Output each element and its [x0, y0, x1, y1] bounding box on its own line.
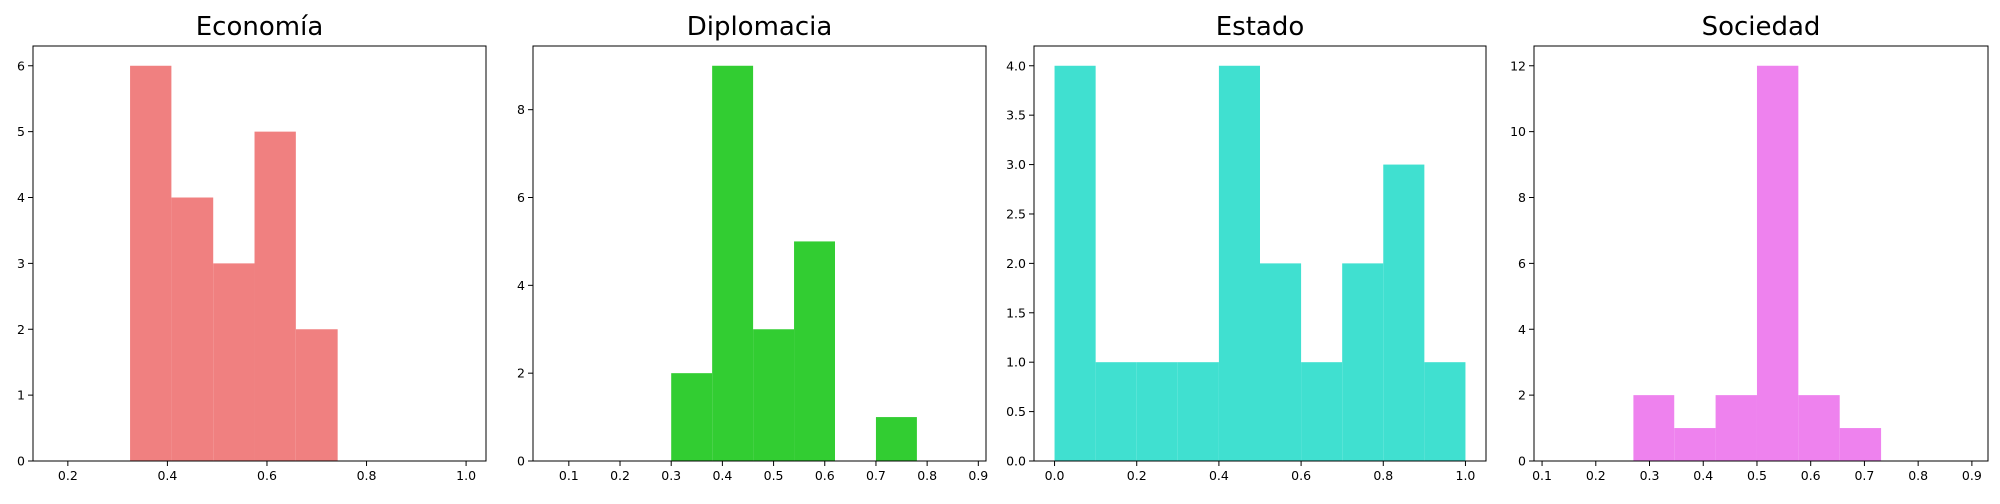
axes-frame [1033, 45, 1487, 462]
subplot-3: 0.0 0.2 0.4 0.6 0.8 1.0 0.0 0.5 1.0 1.5 2.0 2.5 3.0 3… [1006, 12, 1487, 483]
histogram-bar [1715, 395, 1757, 461]
x-tick-label: 0.5 [764, 468, 784, 483]
x-tick-label: 0.9 [968, 468, 988, 483]
histogram-bar [1260, 263, 1302, 461]
y-tick-label: 3.5 [1006, 108, 1026, 123]
x-tick-label: 0.3 [1640, 468, 1660, 483]
x-tick-label: 0.6 [815, 468, 835, 483]
histogram-bar [1136, 362, 1178, 461]
axes-frame [1533, 45, 1989, 462]
x-tick-label: 0.7 [866, 468, 886, 483]
x-tick-label: 0.2 [1586, 468, 1606, 483]
histogram-bar [1054, 65, 1096, 461]
chart-title: Sociedad [1702, 12, 1821, 42]
histogram-bar [794, 241, 835, 461]
y-tick-label: 4.0 [1006, 58, 1026, 73]
y-tick-label: 1.0 [1006, 355, 1026, 370]
y-tick-label: 1 [17, 388, 25, 403]
x-tick-label: 0.4 [1693, 468, 1713, 483]
x-tick-label: 0.0 [1045, 468, 1065, 483]
x-tick-label: 0.2 [58, 468, 78, 483]
y-tick-label: 4 [517, 278, 525, 293]
y-tick-label: 0.0 [1006, 454, 1026, 469]
histogram-bar [1756, 65, 1799, 461]
y-tick-label: 3 [17, 256, 25, 271]
y-tick-label: 1.5 [1006, 305, 1026, 320]
y-tick-label: 4 [17, 190, 25, 205]
histogram-bar [753, 329, 795, 461]
x-tick-label: 0.3 [661, 468, 681, 483]
y-tick-label: 12 [1510, 58, 1526, 73]
x-tick-label: 0.1 [559, 468, 579, 483]
histogram-bar [1798, 395, 1840, 461]
y-tick-label: 2 [1518, 388, 1526, 403]
chart-title: Economía [196, 12, 324, 42]
x-tick-label: 0.1 [1532, 468, 1552, 483]
histogram-bar [295, 329, 338, 461]
subplot-4: 0.1 0.2 0.3 0.4 0.5 0.6 0.7 0.8 0.9 0 2 4 6 8 10 12 Soci… [1510, 12, 1989, 483]
y-tick-label: 6 [1518, 256, 1526, 271]
y-tick-label: 0.5 [1006, 404, 1026, 419]
histogram-bar [875, 417, 917, 461]
y-tick-label: 2.0 [1006, 256, 1026, 271]
y-tick-label: 6 [17, 58, 25, 73]
y-tick-label: 2.5 [1006, 206, 1026, 221]
x-tick-label: 0.4 [712, 468, 732, 483]
x-tick-label: 0.6 [257, 468, 277, 483]
histogram-bar [712, 65, 754, 461]
y-tick-label: 2 [517, 366, 525, 381]
y-tick-label: 5 [17, 124, 25, 139]
y-tick-label: 0 [1518, 454, 1526, 469]
histogram-bar [1095, 362, 1137, 461]
x-tick-label: 0.8 [1908, 468, 1928, 483]
histogram-bar [254, 131, 296, 461]
histogram-bar [1301, 362, 1343, 461]
chart-title: Estado [1216, 12, 1305, 42]
x-tick-label: 0.8 [1373, 468, 1393, 483]
y-tick-label: 8 [1518, 190, 1526, 205]
histogram-bar [130, 65, 172, 461]
histogram-bar [213, 263, 255, 461]
x-tick-label: 0.6 [1291, 468, 1311, 483]
x-tick-label: 0.2 [1127, 468, 1147, 483]
x-tick-label: 0.5 [1747, 468, 1767, 483]
x-tick-label: 0.9 [1962, 468, 1982, 483]
x-tick-label: 0.4 [1209, 468, 1229, 483]
y-tick-label: 4 [1518, 322, 1526, 337]
x-tick-label: 1.0 [1456, 468, 1476, 483]
y-tick-label: 6 [517, 190, 525, 205]
y-tick-label: 0 [17, 454, 25, 469]
axes-frame [532, 45, 987, 462]
x-tick-label: 0.7 [1854, 468, 1874, 483]
histogram-bar [1424, 362, 1466, 461]
histogram-bar [1839, 428, 1882, 461]
histogram-bar [671, 373, 713, 461]
x-tick-label: 0.2 [610, 468, 630, 483]
histogram-bar [171, 197, 214, 461]
subplot-1: 0.2 0.4 0.6 0.8 1.0 0 1 2 3 4 5 6 Economía [17, 12, 487, 483]
histogram-bar [1177, 362, 1219, 461]
histogram-bar [1633, 395, 1675, 461]
y-tick-label: 2 [17, 322, 25, 337]
histogram-bar [1342, 263, 1384, 461]
histogram-bar [1218, 65, 1260, 461]
x-tick-label: 0.8 [917, 468, 937, 483]
x-tick-label: 0.4 [157, 468, 177, 483]
axes-frame [32, 45, 487, 462]
y-tick-label: 3.0 [1006, 157, 1026, 172]
chart-title: Diplomacia [687, 12, 833, 42]
x-tick-label: 1.0 [456, 468, 476, 483]
y-tick-label: 10 [1510, 124, 1526, 139]
y-tick-label: 8 [517, 102, 525, 117]
histogram-bar [1383, 164, 1425, 461]
subplot-2: 0.1 0.2 0.3 0.4 0.5 0.6 0.7 0.8 0.9 0 2 4 6 8 Diplomac… [517, 12, 988, 483]
histogram-bar [1674, 428, 1716, 461]
x-tick-label: 0.6 [1801, 468, 1821, 483]
y-tick-label: 0 [517, 454, 525, 469]
x-tick-label: 0.8 [357, 468, 377, 483]
